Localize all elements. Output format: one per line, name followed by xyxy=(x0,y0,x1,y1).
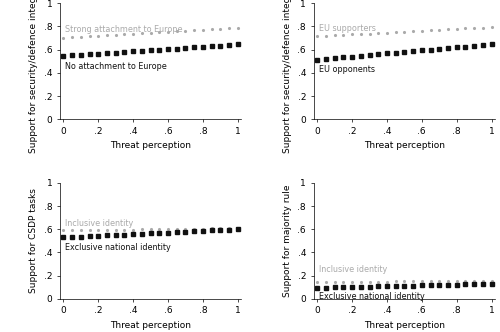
Text: Exclusive national identity: Exclusive national identity xyxy=(65,243,171,252)
Text: Inclusive identity: Inclusive identity xyxy=(65,218,134,227)
X-axis label: Threat perception: Threat perception xyxy=(364,141,445,150)
X-axis label: Threat perception: Threat perception xyxy=(364,321,445,330)
Y-axis label: Support for security/defence integration: Support for security/defence integration xyxy=(283,0,292,153)
Text: Strong attachment to Europe: Strong attachment to Europe xyxy=(65,25,182,34)
Text: Exclusive national identity: Exclusive national identity xyxy=(319,292,424,301)
Text: No attachment to Europe: No attachment to Europe xyxy=(65,62,167,71)
Text: EU supporters: EU supporters xyxy=(319,24,376,33)
Y-axis label: Support for security/defence integration: Support for security/defence integration xyxy=(29,0,38,153)
Y-axis label: Support for CSDP tasks: Support for CSDP tasks xyxy=(29,189,38,293)
X-axis label: Threat perception: Threat perception xyxy=(110,141,191,150)
Text: Inclusive identity: Inclusive identity xyxy=(319,265,387,274)
X-axis label: Threat perception: Threat perception xyxy=(110,321,191,330)
Y-axis label: Support for majority rule: Support for majority rule xyxy=(283,185,292,297)
Text: EU opponents: EU opponents xyxy=(319,65,375,74)
